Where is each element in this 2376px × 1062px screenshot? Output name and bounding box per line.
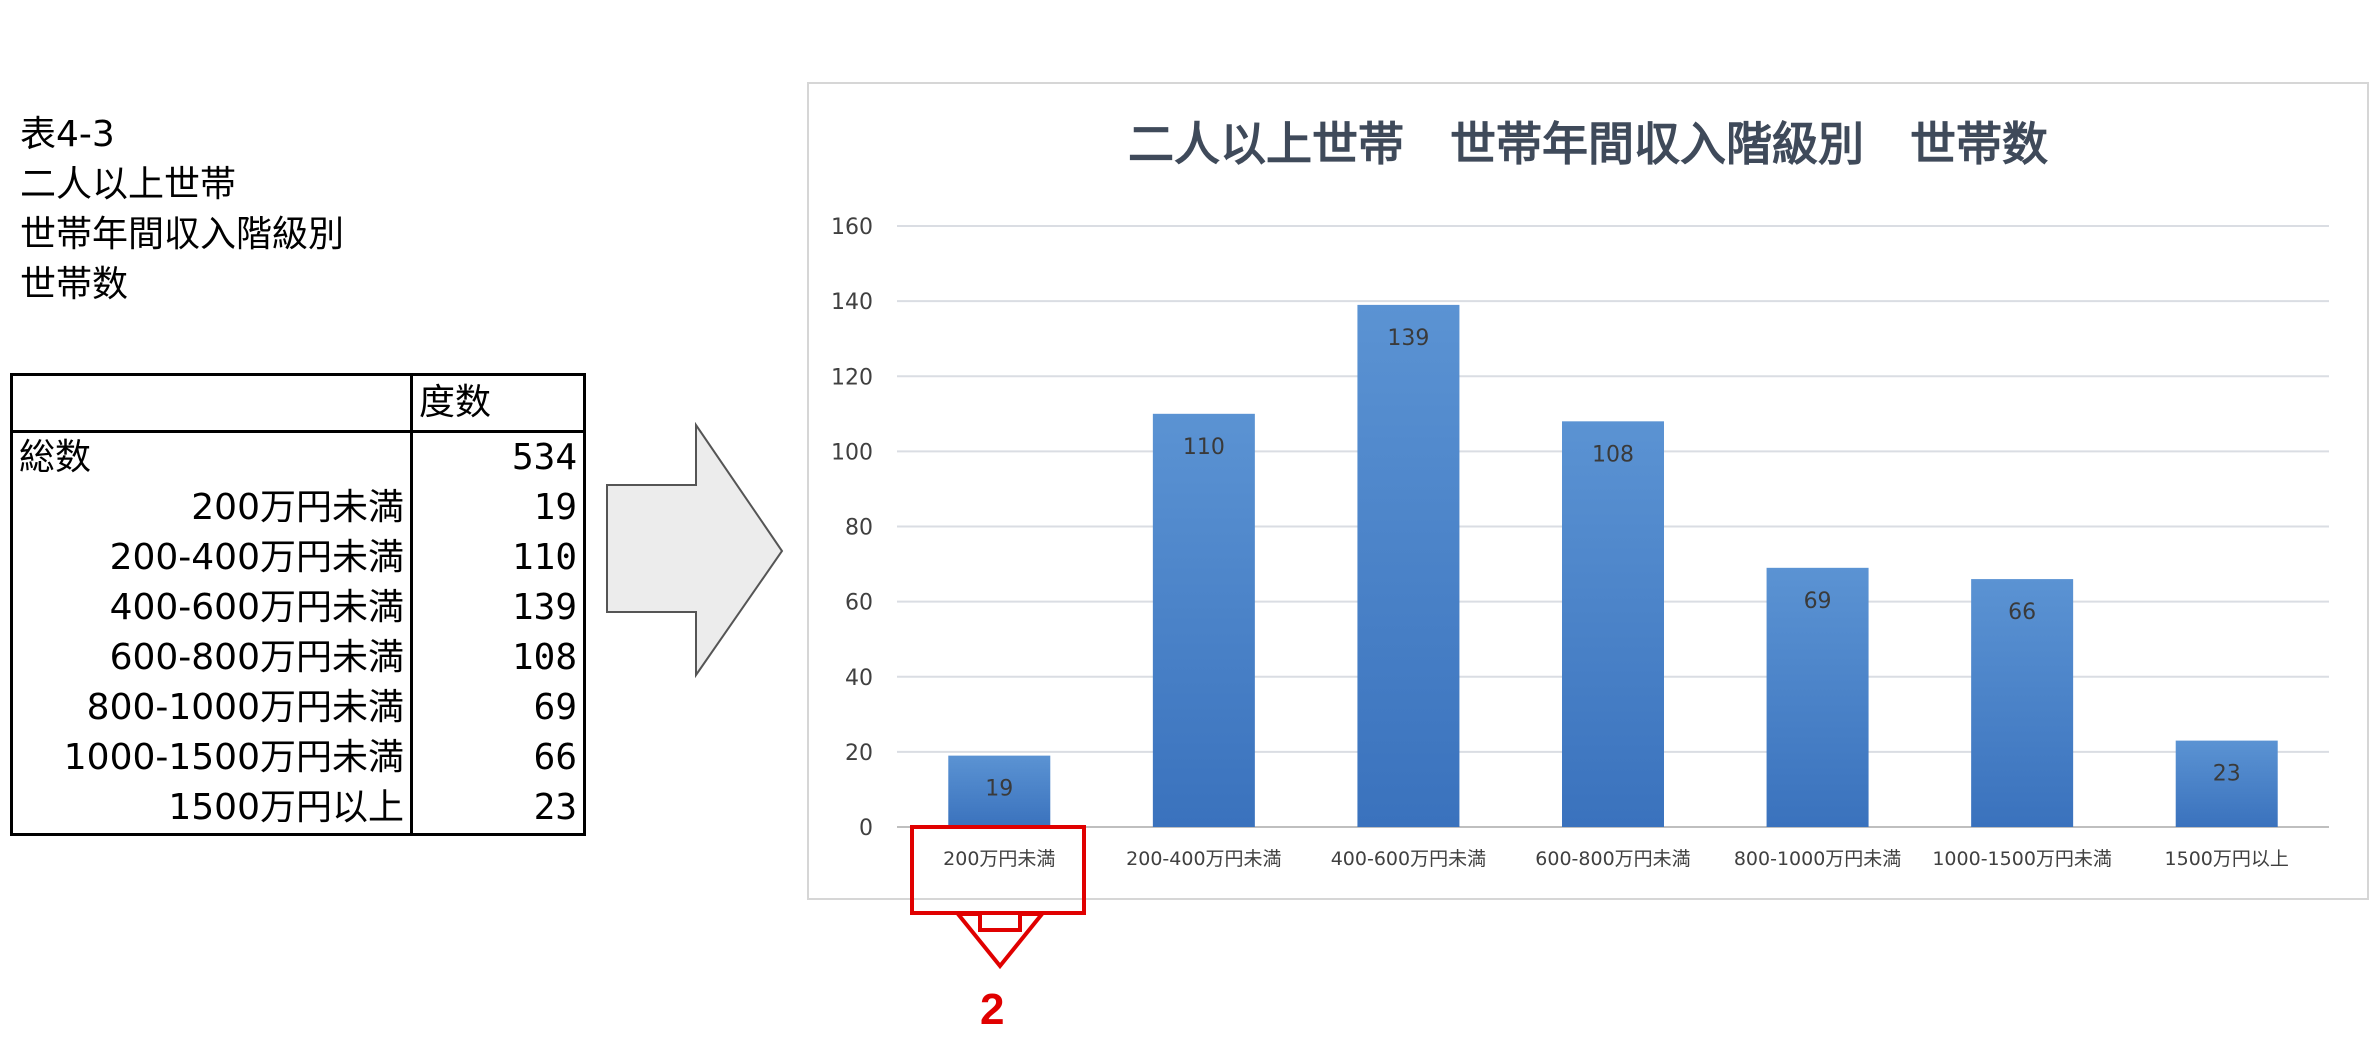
table-row-value: 19 bbox=[533, 487, 577, 528]
bar-value-label: 66 bbox=[2008, 600, 2036, 625]
bar-value-label: 19 bbox=[985, 777, 1013, 802]
bar bbox=[1152, 413, 1255, 827]
caption-line-income-class: 世帯年間収入階級別 bbox=[20, 214, 345, 255]
x-tick-label: 400-600万円未満 bbox=[1331, 848, 1486, 870]
x-axis-ticks: 200万円未満 200-400万円未満 400-600万円未満 600-800万円未満… bbox=[943, 848, 2289, 870]
table-row-label: 1500万円以上 bbox=[11, 783, 413, 835]
table-header-frequency: 度数 bbox=[411, 374, 585, 433]
table-row-value: 69 bbox=[533, 687, 577, 728]
table-total-label: 総数 bbox=[11, 431, 413, 483]
bar bbox=[1562, 421, 1664, 827]
x-tick-label: 1500万円以上 bbox=[2165, 848, 2289, 870]
bar-value-label: 110 bbox=[1183, 435, 1225, 460]
caption-line-table-number: 表4-3 bbox=[20, 114, 115, 155]
x-tick-label: 800-1000万円未満 bbox=[1734, 848, 1901, 870]
y-axis-ticks: 0 20 40 60 80 100 120 140 160 bbox=[831, 215, 873, 841]
highlight-box bbox=[910, 825, 1086, 915]
bar bbox=[948, 755, 1051, 827]
right-arrow-shape bbox=[606, 422, 784, 679]
chart-area: 二人以上世帯 世帯年間収入階級別 世帯数 0 20 40 60 80 100 120 140 1… bbox=[807, 82, 2369, 900]
table-row: 200万円未満 19 bbox=[11, 483, 585, 533]
table-row-label: 800-1000万円未満 bbox=[11, 683, 413, 733]
y-tick-label: 40 bbox=[845, 666, 873, 691]
bar-value-label: 69 bbox=[1804, 589, 1832, 614]
x-tick-label: 600-800万円未満 bbox=[1535, 848, 1690, 870]
x-tick-label: 200万円未満 bbox=[943, 848, 1055, 870]
bar bbox=[1971, 579, 2074, 827]
y-tick-label: 0 bbox=[859, 816, 873, 841]
y-tick-label: 140 bbox=[831, 290, 873, 315]
table-row-value: 110 bbox=[511, 537, 577, 578]
table-row: 200-400万円未満 110 bbox=[11, 533, 585, 583]
table-row-label: 600-800万円未満 bbox=[11, 633, 413, 683]
table-row: 400-600万円未満 139 bbox=[11, 583, 585, 633]
bar-chart: 二人以上世帯 世帯年間収入階級別 世帯数 0 20 40 60 80 100 120 140 1… bbox=[831, 117, 2329, 870]
caption-line-household-count: 世帯数 bbox=[20, 264, 129, 305]
down-arrow-shape bbox=[953, 912, 1047, 970]
table-header-label bbox=[11, 374, 413, 433]
bar bbox=[1357, 304, 1460, 828]
annotation-label: 2 bbox=[980, 985, 1005, 1034]
y-tick-label: 120 bbox=[831, 365, 873, 390]
table-header-row: 度数 bbox=[11, 374, 585, 433]
table-row-value: 139 bbox=[511, 587, 577, 628]
table-total-value: 534 bbox=[511, 437, 577, 478]
table-row: 1000-1500万円未満 66 bbox=[11, 733, 585, 783]
y-tick-label: 60 bbox=[845, 591, 873, 616]
bar-value-label: 139 bbox=[1387, 326, 1429, 351]
y-tick-label: 80 bbox=[845, 516, 873, 541]
x-tick-label: 1000-1500万円未満 bbox=[1932, 848, 2112, 870]
down-arrow-icon bbox=[953, 912, 1047, 970]
table-row: 600-800万円未満 108 bbox=[11, 633, 585, 683]
caption-line-household-type: 二人以上世帯 bbox=[20, 164, 237, 205]
table-row-label: 200-400万円未満 bbox=[11, 533, 413, 583]
table-row-value: 66 bbox=[533, 737, 577, 778]
table-row: 800-1000万円未満 69 bbox=[11, 683, 585, 733]
y-tick-label: 20 bbox=[845, 741, 873, 766]
chart-title: 二人以上世帯 世帯年間収入階級別 世帯数 bbox=[1128, 117, 2048, 171]
x-tick-label: 200-400万円未満 bbox=[1126, 848, 1281, 870]
table-row-label: 1000-1500万円未満 bbox=[11, 733, 413, 783]
table-row-value: 108 bbox=[511, 637, 577, 678]
y-tick-label: 100 bbox=[831, 440, 873, 465]
y-tick-label: 160 bbox=[831, 215, 873, 240]
table-row-label: 200万円未満 bbox=[11, 483, 413, 533]
table-row-label: 400-600万円未満 bbox=[11, 583, 413, 633]
frequency-table: 度数 総数 534 200万円未満 19 200-400万円未満 110 400… bbox=[10, 373, 586, 836]
table-row-total: 総数 534 bbox=[11, 431, 585, 483]
table-caption: 表4-3 二人以上世帯 世帯年間収入階級別 世帯数 bbox=[20, 110, 344, 310]
table-row: 1500万円以上 23 bbox=[11, 783, 585, 835]
bar bbox=[1766, 567, 1869, 827]
bar-value-label: 108 bbox=[1592, 442, 1634, 467]
right-arrow-icon bbox=[606, 422, 784, 679]
chart-bars: 19 110 139 108 69 66 23 bbox=[948, 304, 2278, 828]
bar bbox=[2175, 740, 2278, 827]
table-row-value: 23 bbox=[533, 787, 577, 828]
bar-value-label: 23 bbox=[2213, 762, 2241, 787]
